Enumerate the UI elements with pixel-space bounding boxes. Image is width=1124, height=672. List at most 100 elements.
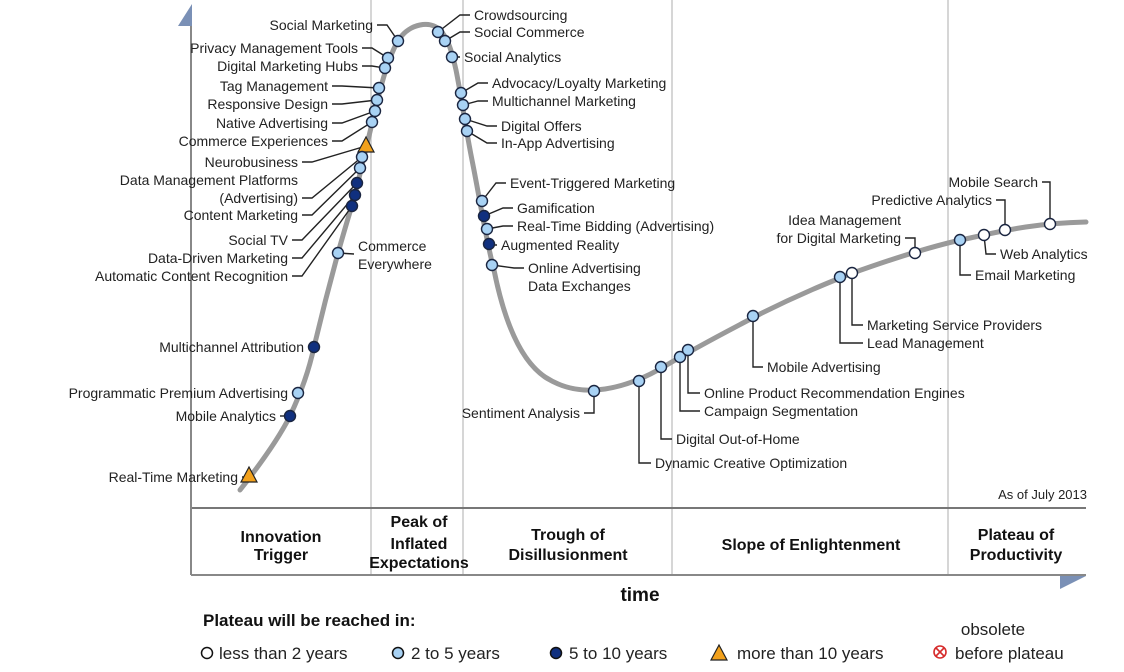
label-programmatic-premium-advertising: Programmatic Premium Advertising <box>69 385 288 401</box>
label-advocacy-loyalty-marketing: Advocacy/Loyalty Marketing <box>492 75 666 91</box>
technology-labels: Social Marketing Privacy Management Tools… <box>69 7 1088 485</box>
marker-advocacy-loyalty-marketing-circle-icon[interactable] <box>454 86 468 100</box>
leader-line <box>377 24 399 42</box>
marker-social-analytics-circle-icon[interactable] <box>445 50 459 64</box>
marker-digital-offers-circle-icon[interactable] <box>458 112 472 126</box>
technology-markers <box>240 25 1057 483</box>
leader-line <box>466 130 497 144</box>
marker-commerce-everywhere-circle-icon[interactable] <box>331 246 345 260</box>
marker-lead-management-circle-icon[interactable] <box>833 270 847 284</box>
leader-line <box>302 145 367 163</box>
label-tag-management: Tag Management <box>220 78 328 94</box>
marker-multichannel-marketing-circle-icon[interactable] <box>456 98 470 112</box>
phase-label: Inflated <box>391 536 448 553</box>
marker-social-tv-circle-icon[interactable] <box>350 176 364 190</box>
marker-real-time-bidding-advertising-circle-icon[interactable] <box>480 222 494 236</box>
marker-dynamic-creative-optimization-circle-icon[interactable] <box>632 374 646 388</box>
marker-idea-management-for-digital-marketing-circle-icon[interactable] <box>908 246 922 260</box>
label-online-advertising-data-exchanges: Data Exchanges <box>528 278 631 294</box>
legend-entry-label: obsolete <box>961 620 1025 639</box>
marker-digital-out-of-home-circle-icon[interactable] <box>654 360 668 374</box>
label-campaign-segmentation: Campaign Segmentation <box>704 403 858 419</box>
label-real-time-bidding-advertising: Real-Time Bidding (Advertising) <box>517 218 714 234</box>
marker-social-marketing-circle-icon[interactable] <box>391 34 405 48</box>
marker-multichannel-attribution-circle-icon[interactable] <box>307 340 321 354</box>
label-email-marketing: Email Marketing <box>975 267 1075 283</box>
leader-line <box>839 277 863 344</box>
legend-entry-label: less than 2 years <box>219 644 348 663</box>
marker-data-management-platforms-advertising-circle-icon[interactable] <box>355 150 369 164</box>
label-online-product-recommendation-engines: Online Product Recommendation Engines <box>704 385 965 401</box>
label-automatic-content-recognition: Automatic Content Recognition <box>95 268 288 284</box>
marker-social-commerce-circle-icon[interactable] <box>438 34 452 48</box>
marker-responsive-design-circle-icon[interactable] <box>370 93 384 107</box>
label-mobile-advertising: Mobile Advertising <box>767 359 881 375</box>
marker-email-marketing-circle-icon[interactable] <box>953 233 967 247</box>
legend-entry-label: before plateau <box>955 644 1064 663</box>
leader-line <box>302 167 361 216</box>
marker-privacy-management-tools-circle-icon[interactable] <box>381 51 395 65</box>
marker-marketing-service-providers-circle-icon[interactable] <box>845 266 859 280</box>
legend: Plateau will be reached in: less than 2 … <box>200 611 1064 663</box>
marker-digital-marketing-hubs-circle-icon[interactable] <box>378 61 392 75</box>
leader-line <box>302 156 363 199</box>
leader-line <box>437 14 470 33</box>
marker-mobile-search-circle-icon[interactable] <box>1043 217 1057 231</box>
legend-entry-label: 2 to 5 years <box>411 644 500 663</box>
leader-line <box>464 118 497 127</box>
phase-label: Peak of <box>391 514 449 531</box>
marker-automatic-content-recognition-circle-icon[interactable] <box>345 199 359 213</box>
leader-line <box>851 273 863 326</box>
leader-line <box>996 199 1006 230</box>
legend-orange-triangle-icon <box>710 643 728 661</box>
label-digital-marketing-hubs: Digital Marketing Hubs <box>217 58 358 74</box>
phase-label: Plateau of <box>978 527 1055 544</box>
y-axis-arrow-icon <box>178 4 192 26</box>
legend-dark-blue-circle-icon <box>549 646 563 660</box>
label-data-management-platforms-advertising: Data Management Platforms <box>120 172 298 188</box>
legend-title: Plateau will be reached in: <box>203 611 416 630</box>
marker-real-time-marketing-triangle-icon[interactable] <box>240 465 258 483</box>
marker-programmatic-premium-advertising-circle-icon[interactable] <box>291 386 305 400</box>
marker-content-marketing-circle-icon[interactable] <box>353 161 367 175</box>
leader-line <box>752 316 763 368</box>
marker-event-triggered-marketing-circle-icon[interactable] <box>475 194 489 208</box>
label-multichannel-marketing: Multichannel Marketing <box>492 93 636 109</box>
marker-mobile-advertising-circle-icon[interactable] <box>746 309 760 323</box>
label-idea-management-for-digital-marketing: Idea Management <box>788 212 901 228</box>
label-digital-offers: Digital Offers <box>501 118 582 134</box>
marker-tag-management-circle-icon[interactable] <box>372 81 386 95</box>
marker-commerce-experiences-circle-icon[interactable] <box>365 115 379 129</box>
label-gamification: Gamification <box>517 200 595 216</box>
label-web-analytics: Web Analytics <box>1000 246 1088 262</box>
label-event-triggered-marketing: Event-Triggered Marketing <box>510 175 675 191</box>
label-real-time-marketing: Real-Time Marketing <box>109 469 238 485</box>
marker-data-driven-marketing-circle-icon[interactable] <box>348 188 362 202</box>
marker-gamification-circle-icon[interactable] <box>477 209 491 223</box>
leader-line <box>292 205 353 277</box>
marker-crowdsourcing-circle-icon[interactable] <box>431 25 445 39</box>
marker-online-product-recommendation-engines-circle-icon[interactable] <box>681 343 695 357</box>
marker-online-advertising-data-exchanges-circle-icon[interactable] <box>485 258 499 272</box>
marker-augmented-reality-circle-icon[interactable] <box>482 237 496 251</box>
marker-web-analytics-circle-icon[interactable] <box>977 228 991 242</box>
marker-campaign-segmentation-circle-icon[interactable] <box>673 350 687 364</box>
label-mobile-search: Mobile Search <box>949 174 1039 190</box>
marker-sentiment-analysis-circle-icon[interactable] <box>587 384 601 398</box>
label-idea-management-for-digital-marketing: for Digital Marketing <box>777 230 902 246</box>
label-predictive-analytics: Predictive Analytics <box>871 192 992 208</box>
leader-line <box>292 182 358 241</box>
marker-in-app-advertising-circle-icon[interactable] <box>460 124 474 138</box>
marker-neurobusiness-triangle-icon[interactable] <box>357 135 375 153</box>
phase-label: Innovation <box>241 529 322 546</box>
leader-line <box>983 234 996 255</box>
legend-white-circle-icon <box>200 646 214 660</box>
leader-line <box>483 207 513 217</box>
marker-predictive-analytics-circle-icon[interactable] <box>998 223 1012 237</box>
marker-mobile-analytics-circle-icon[interactable] <box>283 409 297 423</box>
label-commerce-everywhere: Everywhere <box>358 256 432 272</box>
label-sentiment-analysis: Sentiment Analysis <box>462 405 580 421</box>
label-marketing-service-providers: Marketing Service Providers <box>867 317 1042 333</box>
leader-line <box>584 391 595 414</box>
marker-native-advertising-circle-icon[interactable] <box>368 104 382 118</box>
